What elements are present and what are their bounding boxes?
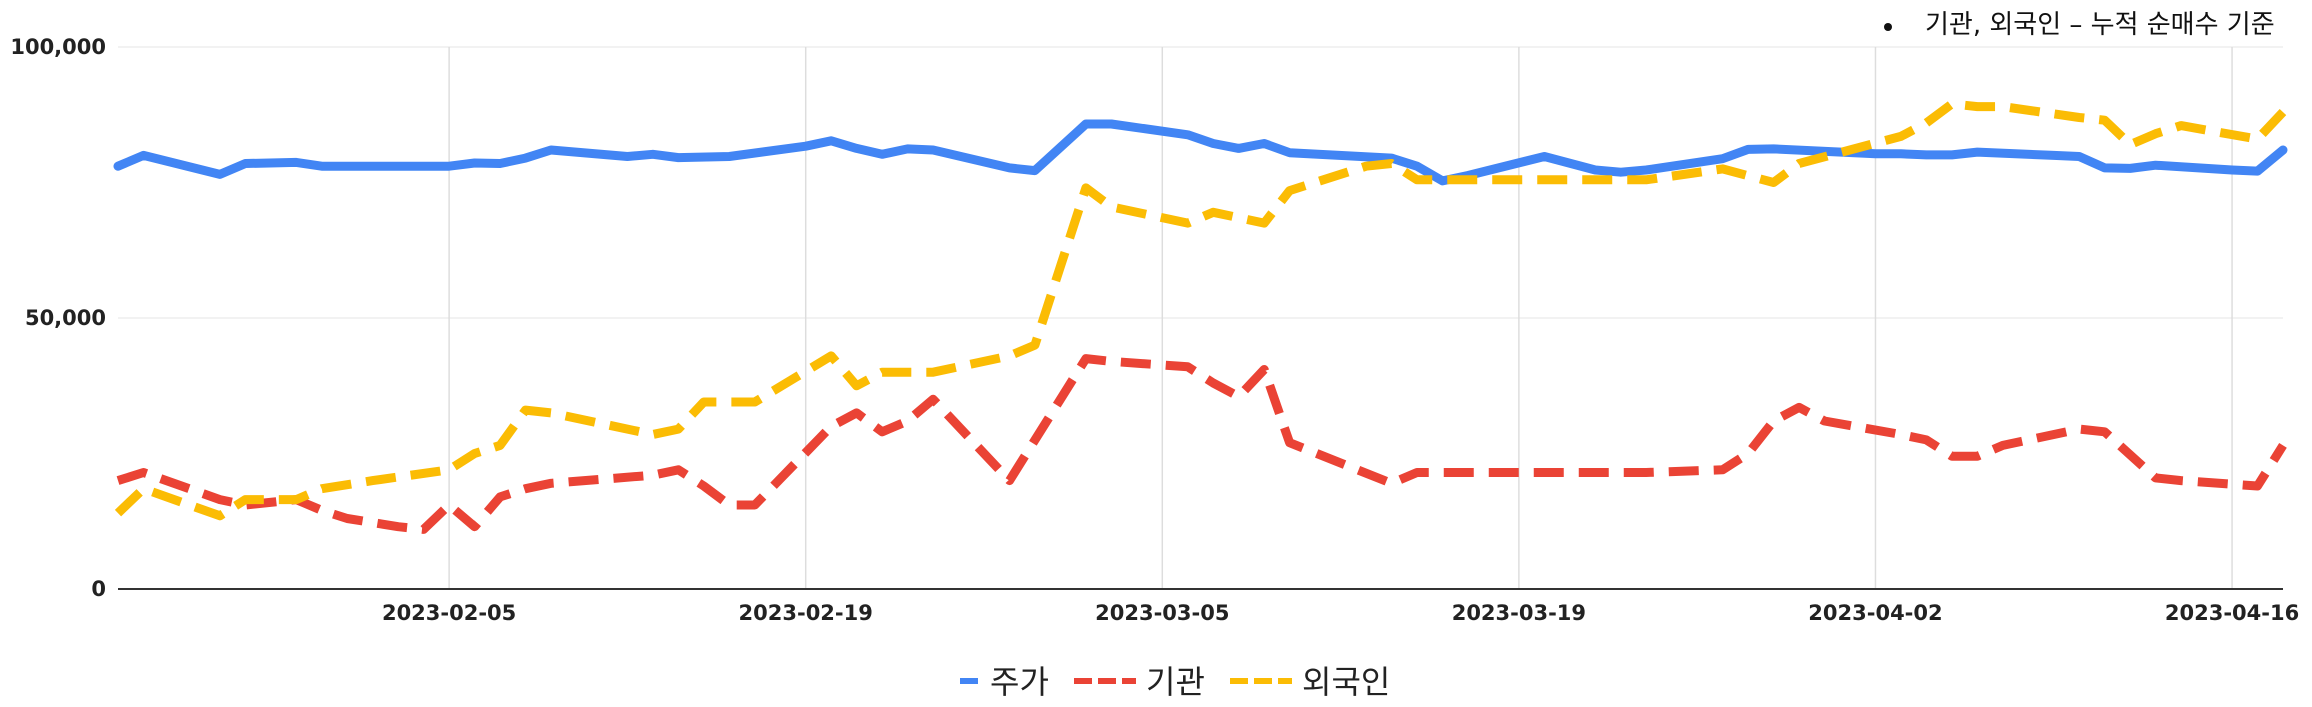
series-line-2 <box>116 354 2287 534</box>
x-tick-label: 2023-03-05 <box>1095 601 1229 625</box>
grid-layer <box>118 46 2283 589</box>
x-tick-label: 2023-03-19 <box>1452 601 1586 625</box>
x-tick-label: 2023-04-02 <box>1808 601 1942 625</box>
y-tick-label: 0 <box>91 577 106 601</box>
legend: 주가 기관 외국인 <box>960 663 1390 701</box>
annotation-text: 기관, 외국인 – 누적 순매수 기준 <box>1925 10 2275 40</box>
series-line-1 <box>113 119 2288 186</box>
legend-label-2: 기관 <box>1146 663 1205 701</box>
x-tick-label: 2023-02-05 <box>382 601 516 625</box>
legend-label-3: 외국인 <box>1302 663 1390 701</box>
x-tick-label: 2023-02-19 <box>739 601 873 625</box>
x-tick-label: 2023-04-16 <box>2165 601 2299 625</box>
annotation-layer: 기관, 외국인 – 누적 순매수 기준 <box>1884 10 2275 40</box>
series-layer <box>113 99 2288 534</box>
y-tick-label: 50,000 <box>25 306 106 330</box>
axis-layer: 0 50,000 100,000 2023-02-05 2023-02-19 2023-0… <box>10 35 2299 625</box>
annotation-bullet <box>1884 23 1892 31</box>
y-tick-label: 100,000 <box>10 35 106 59</box>
legend-label-1: 주가 <box>990 663 1049 701</box>
series-line-3 <box>114 99 2287 521</box>
